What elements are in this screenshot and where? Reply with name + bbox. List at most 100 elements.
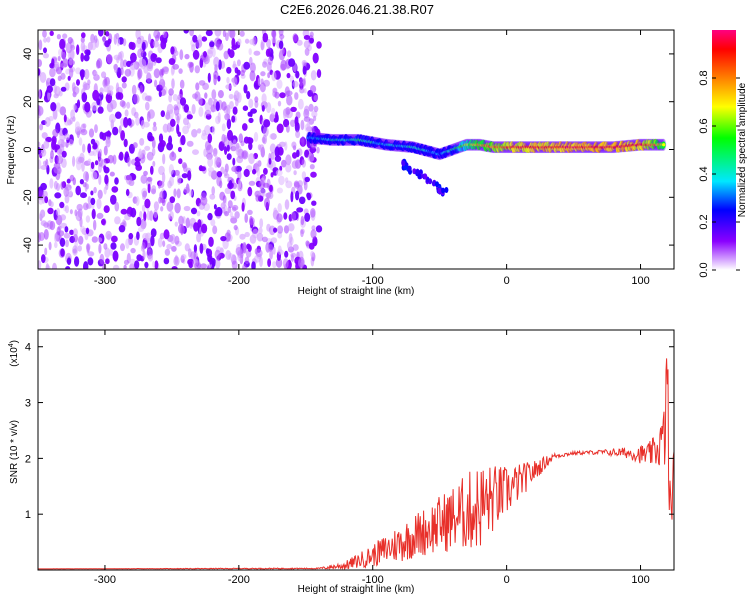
noise-blob xyxy=(278,40,284,50)
noise-blob xyxy=(203,51,207,58)
noise-blob xyxy=(76,79,80,86)
noise-blob xyxy=(139,138,145,146)
noise-blob xyxy=(240,249,244,259)
noise-blob xyxy=(261,93,267,104)
noise-blob xyxy=(185,217,190,229)
noise-blob xyxy=(49,178,54,189)
noise-blob xyxy=(306,192,312,201)
x-tick-label: -100 xyxy=(362,275,384,287)
noise-blob xyxy=(298,98,304,110)
noise-blob xyxy=(76,99,81,109)
noise-blob xyxy=(173,50,179,57)
noise-blob xyxy=(243,84,248,94)
noise-blob xyxy=(288,233,293,243)
noise-blob xyxy=(176,174,182,186)
noise-blob xyxy=(194,262,201,269)
noise-blob xyxy=(224,211,229,217)
noise-blob xyxy=(268,225,276,236)
noise-blob xyxy=(51,139,57,151)
noise-blob xyxy=(77,156,85,163)
noise-blob xyxy=(220,236,227,242)
y-tick-label: 3 xyxy=(25,398,31,410)
noise-blob xyxy=(124,109,129,117)
noise-blob xyxy=(168,164,174,175)
noise-blob xyxy=(63,186,69,197)
noise-blob xyxy=(205,248,210,255)
noise-blob xyxy=(129,258,136,265)
noise-blob xyxy=(249,62,256,73)
noise-blob xyxy=(199,166,206,172)
noise-blob xyxy=(192,34,198,43)
noise-blob xyxy=(112,154,117,165)
colorbar-label: Normalized spectral amplitude xyxy=(737,82,748,217)
noise-blob xyxy=(157,237,163,248)
noise-blob xyxy=(279,92,286,99)
noise-blob xyxy=(169,126,174,132)
noise-blob xyxy=(310,171,317,178)
noise-blob xyxy=(296,39,303,46)
noise-blob xyxy=(169,233,176,245)
y-tick-label: -20 xyxy=(22,189,34,205)
noise-blob xyxy=(144,198,151,209)
noise-blob xyxy=(82,81,88,91)
noise-blob xyxy=(223,134,228,142)
noise-blob xyxy=(251,261,256,269)
noise-blob xyxy=(213,74,217,86)
noise-blob xyxy=(316,69,322,78)
noise-blob xyxy=(51,58,55,68)
noise-blob xyxy=(162,153,166,165)
noise-blob xyxy=(174,202,181,214)
noise-blob xyxy=(133,94,140,104)
noise-blob xyxy=(69,67,74,78)
noise-blob xyxy=(236,155,244,164)
snr-panel: -300 -200 -100 0 100 1 2 3 4 Height of straight… xyxy=(8,329,675,595)
noise-blob xyxy=(80,192,87,199)
noise-blob xyxy=(214,156,220,166)
noise-blob xyxy=(303,35,311,40)
noise-blob xyxy=(60,181,65,190)
spectrogram-x-label: Height of straight line (km) xyxy=(298,286,415,297)
noise-blob xyxy=(105,31,110,37)
noise-blob xyxy=(134,161,141,168)
noise-blob xyxy=(43,229,49,240)
noise-blob xyxy=(286,94,293,106)
x-tick-label: -300 xyxy=(94,574,116,586)
noise-blob xyxy=(254,96,259,103)
noise-blob xyxy=(93,186,97,194)
noise-blob xyxy=(46,36,51,43)
noise-blob xyxy=(143,211,147,222)
noise-blob xyxy=(261,236,268,243)
noise-blob xyxy=(274,91,280,99)
noise-blob xyxy=(269,133,277,140)
noise-blob xyxy=(169,196,176,204)
snr-series-line xyxy=(38,358,674,570)
noise-blob xyxy=(111,186,119,193)
noise-blob xyxy=(227,200,233,209)
noise-blob xyxy=(216,175,222,187)
noise-blob xyxy=(38,105,44,116)
noise-blob xyxy=(80,128,88,136)
noise-blob xyxy=(226,153,232,161)
noise-blob xyxy=(90,161,95,170)
colorbar-tick-label: 0.8 xyxy=(698,70,710,85)
noise-blob xyxy=(265,48,271,57)
noise-blob xyxy=(122,38,127,47)
noise-blob xyxy=(209,257,213,265)
noise-blob xyxy=(124,213,131,221)
noise-blob xyxy=(126,101,131,109)
noise-blob xyxy=(201,36,208,42)
snr-scale-close: ) xyxy=(9,340,20,343)
noise-blob xyxy=(189,62,194,73)
noise-blob xyxy=(152,160,156,167)
noise-blob xyxy=(123,259,129,266)
noise-blob xyxy=(196,128,202,134)
noise-blob xyxy=(262,134,268,145)
noise-blob xyxy=(122,59,128,68)
noise-blob xyxy=(58,48,63,57)
noise-blob xyxy=(247,111,252,117)
noise-blob xyxy=(159,140,166,148)
noise-blob xyxy=(166,110,170,116)
noise-blob xyxy=(72,155,76,167)
noise-blob xyxy=(281,159,287,168)
noise-blob xyxy=(150,165,154,175)
